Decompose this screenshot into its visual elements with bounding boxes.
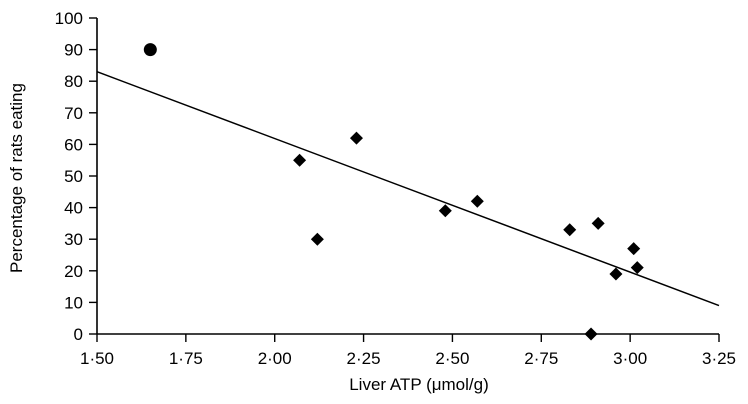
y-tick-label: 0 [74,325,83,344]
y-axis: 0 10 20 30 40 50 60 70 80 90 100 [55,9,98,344]
y-tick-label: 70 [64,104,83,123]
data-points-group [143,43,644,341]
x-tick-label: 2·00 [258,349,292,368]
y-tick-label: 80 [64,72,83,91]
data-point [627,242,641,256]
y-tick-label: 100 [55,9,83,28]
trendline-group [96,71,720,307]
data-point [584,327,598,341]
x-tick-label: 3·25 [702,349,736,368]
x-axis: 1·50 1·75 2·00 2·25 2·50 2·75 3·00 3·25 [80,333,736,368]
data-point [349,131,363,145]
data-point [470,194,484,208]
data-point [609,267,623,281]
x-tick-label: 3·00 [613,349,647,368]
y-tick-label: 10 [64,293,83,312]
y-tick-label: 40 [64,199,83,218]
y-tick-label: 20 [64,262,83,281]
y-tick-label: 30 [64,230,83,249]
x-tick-label: 1·50 [80,349,114,368]
x-tick-label: 1·75 [169,349,203,368]
x-tick-label: 2·50 [435,349,469,368]
data-point [438,204,452,218]
data-point [591,216,605,230]
data-point [563,223,577,237]
x-axis-title: Liver ATP (μmol/g) [349,375,489,394]
data-point [143,43,157,57]
x-tick-label: 2·25 [347,349,381,368]
y-axis-title: Percentage of rats eating [7,83,26,273]
regression-line [96,71,720,307]
data-point [293,153,307,167]
y-tick-label: 60 [64,135,83,154]
y-tick-label: 50 [64,167,83,186]
y-tick-label: 90 [64,41,83,60]
x-tick-label: 2·75 [524,349,558,368]
data-point [310,232,324,246]
data-point [630,261,644,275]
